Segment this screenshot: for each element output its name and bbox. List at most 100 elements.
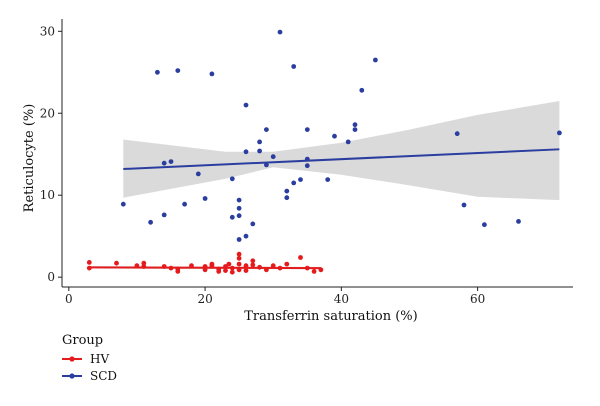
scd-point-41 bbox=[373, 57, 378, 63]
hv-point-32 bbox=[270, 263, 276, 269]
scd-point-39 bbox=[352, 127, 358, 132]
scd-point-26 bbox=[277, 29, 283, 35]
scd-point-6 bbox=[175, 68, 181, 73]
hv-point-28 bbox=[250, 258, 256, 264]
scd-point-23 bbox=[264, 127, 269, 132]
hv-point-0 bbox=[86, 265, 92, 271]
y-tick-label-10: 10 bbox=[40, 188, 55, 202]
scd-point-42 bbox=[454, 131, 460, 137]
hv-point-38 bbox=[318, 267, 324, 273]
scd-point-4 bbox=[161, 212, 167, 218]
scd-point-13 bbox=[236, 197, 242, 203]
hv-point-31 bbox=[264, 267, 269, 273]
scd-point-12 bbox=[229, 214, 235, 220]
hv-point-3 bbox=[134, 263, 140, 269]
scd-point-27 bbox=[284, 188, 290, 194]
hv-point-37 bbox=[311, 269, 317, 274]
hv-point-18 bbox=[223, 268, 228, 273]
hv-point-27 bbox=[243, 268, 249, 273]
scd-point-11 bbox=[229, 176, 235, 182]
y-tick-label-30: 30 bbox=[40, 24, 55, 38]
legend-hv-marker bbox=[69, 356, 75, 362]
hv-point-23 bbox=[236, 261, 242, 267]
scd-point-1 bbox=[148, 219, 154, 225]
hv-point-30 bbox=[257, 264, 262, 270]
y-tick-label-20: 20 bbox=[40, 106, 55, 120]
legend-hv-label: HV bbox=[90, 352, 109, 366]
x-tick-label-20: 20 bbox=[197, 292, 212, 306]
scd-point-37 bbox=[345, 139, 351, 145]
scd-point-32 bbox=[304, 127, 310, 132]
scd-fit-line bbox=[123, 148, 560, 170]
hv-point-17 bbox=[223, 264, 228, 269]
hv-point-33 bbox=[277, 265, 283, 271]
scd-point-30 bbox=[291, 180, 297, 186]
scd-point-10 bbox=[209, 71, 215, 77]
scd-point-15 bbox=[236, 213, 242, 219]
hv-point-2 bbox=[114, 260, 119, 266]
data-points bbox=[86, 29, 562, 275]
hv-point-35 bbox=[298, 255, 303, 260]
scd-point-33 bbox=[304, 156, 310, 162]
hv-point-22 bbox=[236, 267, 242, 273]
scd-point-38 bbox=[352, 122, 358, 128]
scd-point-31 bbox=[298, 177, 303, 183]
scd-point-18 bbox=[243, 149, 249, 155]
scd-point-46 bbox=[557, 130, 562, 136]
scd-point-0 bbox=[120, 201, 126, 207]
scd-point-24 bbox=[264, 162, 269, 168]
legend-title: Group bbox=[62, 333, 103, 348]
hv-point-10 bbox=[189, 263, 194, 269]
hv-point-12 bbox=[202, 267, 208, 273]
hv-point-24 bbox=[236, 255, 242, 261]
scd-point-16 bbox=[236, 237, 242, 242]
hv-point-4 bbox=[141, 264, 147, 269]
hv-point-11 bbox=[202, 264, 208, 269]
scd-point-34 bbox=[304, 163, 310, 169]
y-tick-label-0: 0 bbox=[47, 270, 55, 284]
scd-point-36 bbox=[332, 133, 337, 139]
scd-point-3 bbox=[161, 160, 167, 166]
legend: Group HV SCD bbox=[62, 333, 117, 383]
scd-point-25 bbox=[270, 154, 276, 160]
hv-point-6 bbox=[161, 264, 167, 269]
x-tick-label-0: 0 bbox=[65, 292, 73, 306]
scd-point-2 bbox=[155, 69, 160, 75]
legend-scd-marker bbox=[69, 373, 75, 379]
legend-items: HV SCD bbox=[62, 352, 117, 383]
scd-point-9 bbox=[202, 196, 208, 201]
x-tick-label-40: 40 bbox=[334, 292, 349, 306]
scd-point-40 bbox=[359, 87, 365, 93]
scd-point-5 bbox=[168, 159, 174, 165]
hv-point-36 bbox=[304, 265, 310, 271]
scd-point-29 bbox=[291, 64, 297, 69]
hv-point-1 bbox=[86, 260, 92, 265]
legend-scd-label: SCD bbox=[90, 369, 117, 383]
hv-point-34 bbox=[284, 261, 290, 267]
hv-point-25 bbox=[236, 251, 242, 257]
scd-point-45 bbox=[516, 219, 521, 224]
hv-point-14 bbox=[209, 261, 215, 267]
scd-point-14 bbox=[236, 205, 242, 211]
scd-point-7 bbox=[182, 201, 188, 207]
scd-confidence-band bbox=[123, 101, 560, 201]
scd-point-44 bbox=[482, 222, 487, 228]
hv-point-16 bbox=[216, 269, 222, 274]
scd-point-17 bbox=[243, 102, 249, 108]
scd-point-21 bbox=[257, 139, 262, 145]
hv-point-7 bbox=[168, 265, 174, 271]
scd-point-43 bbox=[461, 202, 467, 208]
hv-point-5 bbox=[141, 260, 147, 266]
hv-point-19 bbox=[226, 261, 232, 267]
scd-point-19 bbox=[243, 233, 249, 239]
hv-point-29 bbox=[250, 262, 256, 268]
hv-point-21 bbox=[229, 269, 235, 275]
scd-point-35 bbox=[325, 177, 331, 183]
hv-point-26 bbox=[243, 263, 249, 269]
scd-point-28 bbox=[284, 195, 290, 201]
x-tick-label-60: 60 bbox=[470, 292, 485, 306]
scd-point-22 bbox=[257, 148, 262, 154]
hv-point-20 bbox=[229, 265, 235, 271]
hv-point-9 bbox=[175, 266, 181, 272]
